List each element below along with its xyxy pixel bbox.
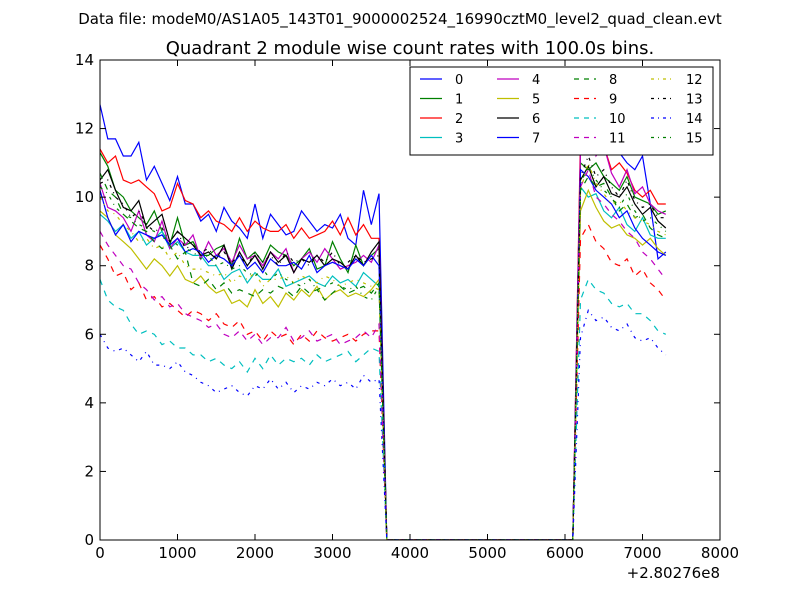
x-tick-label: 5000 bbox=[468, 544, 506, 562]
legend-label-14: 14 bbox=[686, 112, 703, 127]
x-tick-label: 6000 bbox=[546, 544, 584, 562]
legend-label-12: 12 bbox=[686, 73, 703, 88]
figure-suptitle: Data file: modeM0/AS1A05_143T01_90000025… bbox=[78, 10, 722, 29]
y-tick-label: 8 bbox=[84, 257, 94, 275]
legend-label-0: 0 bbox=[455, 73, 463, 88]
legend-label-11: 11 bbox=[609, 132, 626, 147]
series-line-5 bbox=[100, 188, 667, 540]
series-line-6 bbox=[100, 164, 667, 540]
chart-title: Quadrant 2 module wise count rates with … bbox=[166, 38, 655, 59]
x-tick-label: 2000 bbox=[236, 544, 274, 562]
legend-label-4: 4 bbox=[532, 73, 540, 88]
y-tick-label: 0 bbox=[84, 531, 94, 549]
y-tick-label: 10 bbox=[75, 188, 94, 206]
legend-label-5: 5 bbox=[532, 93, 540, 108]
legend-label-1: 1 bbox=[455, 93, 463, 108]
legend-label-10: 10 bbox=[609, 112, 626, 127]
series-line-9 bbox=[100, 223, 667, 540]
series-line-14 bbox=[100, 308, 667, 540]
y-tick-label: 2 bbox=[84, 462, 94, 480]
series-line-10 bbox=[100, 278, 667, 540]
x-tick-label: 7000 bbox=[623, 544, 661, 562]
series-line-15 bbox=[100, 164, 667, 540]
x-tick-label: 8000 bbox=[701, 544, 739, 562]
y-tick-label: 6 bbox=[84, 325, 94, 343]
legend-label-7: 7 bbox=[532, 132, 540, 147]
x-tick-label: 4000 bbox=[391, 544, 429, 562]
x-tick-label: 3000 bbox=[313, 544, 351, 562]
legend-frame bbox=[409, 66, 714, 156]
series-layer bbox=[100, 94, 667, 540]
y-tick-label: 14 bbox=[75, 51, 94, 69]
y-tick-label: 4 bbox=[84, 394, 94, 412]
legend-label-15: 15 bbox=[686, 132, 703, 147]
legend-label-6: 6 bbox=[532, 112, 540, 127]
legend-label-13: 13 bbox=[686, 93, 703, 108]
legend-label-3: 3 bbox=[455, 132, 463, 147]
legend-label-9: 9 bbox=[609, 93, 617, 108]
y-tick-label: 12 bbox=[75, 120, 94, 138]
x-tick-label: 0 bbox=[95, 544, 105, 562]
series-line-11 bbox=[100, 167, 667, 540]
legend-label-8: 8 bbox=[609, 73, 617, 88]
axis-ticks: 0 1000 2000 3000 4000 5000 6000 7000 80000246810… bbox=[75, 51, 739, 562]
x-axis-offset-label: +2.80276e8 bbox=[627, 564, 720, 582]
series-line-12 bbox=[100, 160, 667, 540]
legend-label-2: 2 bbox=[455, 112, 463, 127]
series-line-8 bbox=[100, 172, 667, 540]
x-tick-label: 1000 bbox=[158, 544, 196, 562]
